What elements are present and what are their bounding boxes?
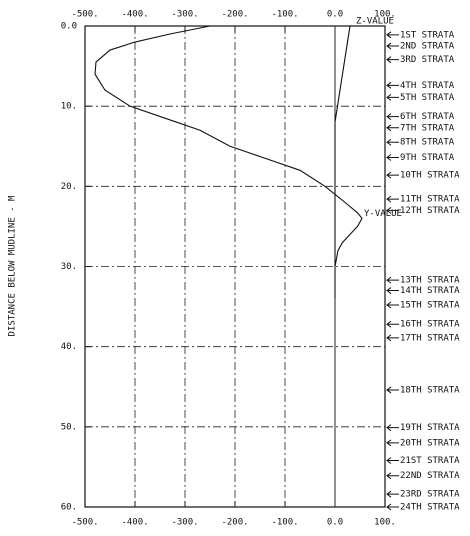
strata-arrow: [386, 93, 399, 101]
strata-arrow: [386, 301, 399, 309]
annotation: Y-VALUE: [364, 209, 402, 219]
strata-label: 21ST STRATA: [400, 456, 460, 466]
strata-arrow: [386, 31, 399, 39]
x-tick-label: -300.: [171, 518, 198, 528]
strata-arrow: [386, 276, 399, 284]
strata-label: 7TH STRATA: [400, 123, 455, 133]
strata-arrow: [386, 439, 399, 447]
strata-arrow: [386, 424, 399, 432]
y-tick-label: 40.: [61, 342, 77, 352]
strata-label: 22ND STRATA: [400, 471, 460, 481]
x-tick-label: -400.: [121, 10, 148, 20]
y-tick-label: 0.0: [61, 22, 77, 32]
y-tick-label: 30.: [61, 262, 77, 272]
strata-arrow: [386, 124, 399, 132]
strata-label: 10TH STRATA: [400, 171, 460, 181]
strata-label: 16TH STRATA: [400, 320, 460, 330]
strata-label: 8TH STRATA: [400, 138, 455, 148]
x-tick-label: 0.0: [327, 518, 343, 528]
strata-arrow: [386, 206, 399, 214]
strata-label: 2ND STRATA: [400, 42, 455, 52]
strata-arrow: [386, 287, 399, 294]
strata-arrow: [386, 490, 399, 498]
curve: [94, 25, 363, 267]
x-tick-label: -100.: [271, 10, 298, 20]
y-axis-label: DISTANCE BELOW MUDLINE - M: [8, 195, 18, 336]
x-tick-label: -400.: [121, 518, 148, 528]
strata-label: 13TH STRATA: [400, 276, 460, 286]
strata-label: 4TH STRATA: [400, 81, 455, 91]
strata-arrow: [386, 81, 399, 89]
strata-arrow: [386, 472, 399, 480]
x-tick-label: -500.: [71, 10, 98, 20]
strata-label: 6TH STRATA: [400, 112, 455, 122]
y-tick-label: 50.: [61, 422, 77, 432]
y-tick-label: 10.: [61, 102, 77, 112]
strata-arrow: [386, 138, 399, 146]
strata-label: 18TH STRATA: [400, 385, 460, 395]
strata-arrow: [386, 154, 399, 161]
x-tick-label: -300.: [171, 10, 198, 20]
strata-label: 14TH STRATA: [400, 286, 460, 296]
strata-arrow: [386, 320, 399, 328]
y-tick-label: 20.: [61, 182, 77, 192]
strata-label: 24TH STRATA: [400, 503, 460, 513]
strata-arrow: [386, 386, 399, 394]
x-tick-label: -500.: [71, 518, 98, 528]
strata-arrow: [386, 457, 399, 464]
x-tick-label: 100.: [374, 518, 396, 528]
strata-arrow: [386, 171, 399, 179]
x-tick-label: 0.0: [327, 10, 343, 20]
x-tick-label: -200.: [221, 518, 248, 528]
strata-label: 23RD STRATA: [400, 490, 460, 500]
strata-label: 9TH STRATA: [400, 153, 455, 163]
annotation: Z-VALUE: [356, 17, 394, 27]
x-tick-label: -200.: [221, 10, 248, 20]
strata-arrow: [386, 334, 399, 342]
strata-arrow: [386, 113, 399, 120]
strata-label: 5TH STRATA: [400, 93, 455, 103]
strata-label: 20TH STRATA: [400, 438, 460, 448]
strata-arrow: [386, 56, 399, 64]
strata-label: 3RD STRATA: [400, 55, 455, 65]
strata-arrow: [386, 503, 399, 511]
strata-label: 12TH STRATA: [400, 206, 460, 216]
curve: [334, 25, 351, 299]
strata-arrow: [386, 42, 399, 50]
strata-label: 15TH STRATA: [400, 300, 460, 310]
strata-label: 1ST STRATA: [400, 30, 455, 40]
x-tick-label: -100.: [271, 518, 298, 528]
strata-label: 11TH STRATA: [400, 195, 460, 205]
strata-label: 19TH STRATA: [400, 423, 460, 433]
x-tick-label: 100.: [374, 10, 396, 20]
y-tick-label: 60.: [61, 503, 77, 513]
strata-arrow: [386, 195, 399, 203]
strata-label: 17TH STRATA: [400, 333, 460, 343]
